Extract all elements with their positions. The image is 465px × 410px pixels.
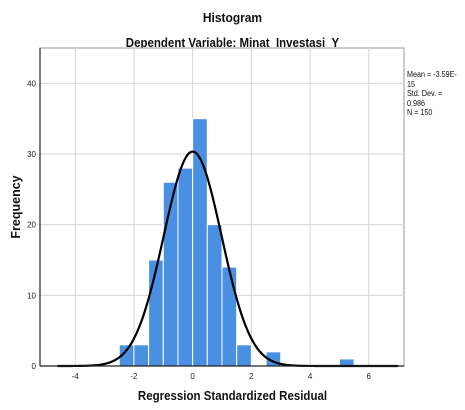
y-tick-label: 10 [27,291,36,300]
y-tick-label: 30 [27,150,36,159]
chart-subtitle: Dependent Variable: Minat_Investasi_Y [125,36,340,50]
chart-title: Histogram [202,10,263,25]
stats-mean: Mean = -3.59E-15 [407,70,457,89]
histogram-bar [177,167,194,367]
x-tick-label: 0 [190,372,195,381]
histogram-bar [236,344,252,367]
histogram-bar [192,118,208,367]
y-tick-label: 0 [32,362,37,371]
histogram-bar [206,224,223,367]
stats-std-dev: Std. Dev. = 0.986 [407,89,443,108]
y-axis-label: Frequency [9,175,23,239]
stats-n: N = 150 [407,108,433,117]
x-tick-label: -4 [72,372,80,381]
x-tick-label: -2 [130,372,138,381]
y-tick-label: 40 [27,79,36,88]
histogram-bar [133,344,150,367]
x-tick-label: 6 [367,372,372,381]
y-tick-label: 20 [27,221,36,230]
stats-legend: Mean = -3.59E-15 Std. Dev. = 0.986 N = 1… [407,70,459,118]
histogram-bar [221,266,238,367]
x-tick-label: 4 [308,372,313,381]
x-tick-label: 2 [249,372,254,381]
histogram-bar [148,259,164,367]
x-axis-label: Regression Standardized Residual [137,389,328,403]
